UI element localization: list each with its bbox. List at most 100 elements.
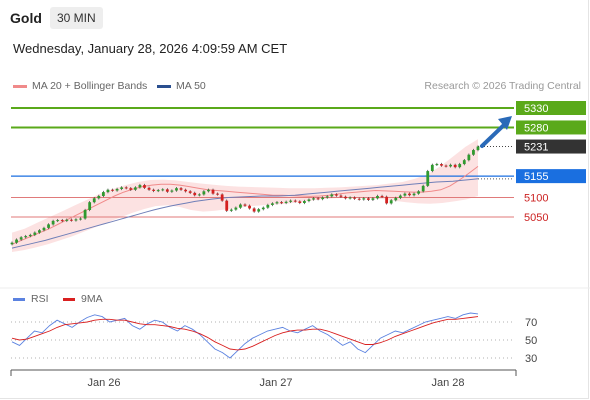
candle: [211, 189, 215, 194]
candle: [394, 197, 398, 201]
rsi-label: RSI: [31, 293, 49, 305]
ma50-swatch: [157, 84, 171, 88]
candle: [293, 200, 297, 202]
candle: [38, 230, 41, 233]
candle: [225, 200, 229, 211]
candle: [321, 197, 325, 200]
candle: [56, 220, 60, 222]
candle: [458, 164, 462, 168]
candle: [280, 202, 283, 204]
candle: [97, 195, 101, 199]
rsi-tick-label-30: 30: [525, 353, 537, 365]
candle: [462, 160, 466, 165]
timestamp: Wednesday, January 28, 2026 4:09:59 AM C…: [13, 41, 288, 56]
candle: [467, 154, 471, 161]
ma50-line: [11, 178, 479, 249]
candle: [472, 150, 475, 155]
candle: [302, 201, 306, 203]
candle: [229, 209, 233, 211]
candle: [449, 164, 452, 167]
x-tick-label: Jan 27: [259, 377, 292, 389]
candle: [60, 220, 64, 222]
candle: [207, 189, 210, 192]
x-tick-label: Jan 26: [87, 377, 120, 389]
candle: [197, 194, 201, 196]
candle: [111, 189, 114, 191]
rsi-tick-label-50: 50: [525, 335, 537, 347]
candle: [79, 218, 82, 220]
candle: [243, 204, 247, 206]
candle: [216, 193, 219, 195]
candle: [179, 188, 183, 190]
candle: [83, 209, 87, 219]
candle: [330, 194, 334, 197]
level-label-5155: 5155: [524, 171, 548, 183]
candle: [398, 195, 402, 198]
candle: [15, 239, 18, 243]
rsi-line: [11, 312, 479, 359]
legend-ma9: 9MA: [63, 293, 103, 305]
candle: [124, 187, 128, 189]
candle: [453, 164, 457, 168]
rsi-swatch: [13, 297, 25, 301]
candle: [261, 207, 265, 210]
ma9-label: 9MA: [81, 293, 103, 305]
candle: [138, 185, 142, 188]
level-tag-5231: [516, 139, 586, 154]
candle: [430, 164, 434, 172]
candle: [417, 191, 421, 194]
level-label-5100: 5100: [524, 193, 548, 205]
rsi-tick-label-70: 70: [525, 317, 537, 329]
bollinger-band-area: [12, 139, 478, 252]
candle: [366, 198, 370, 200]
candle: [42, 227, 46, 231]
candle: [307, 199, 311, 202]
candle: [476, 146, 480, 151]
candle: [289, 200, 293, 202]
candle: [362, 198, 366, 200]
candle: [348, 197, 352, 199]
timeframe-button[interactable]: 30 MIN: [50, 7, 103, 29]
candle: [339, 195, 343, 197]
candle: [120, 187, 124, 189]
ma50-label: MA 50: [176, 80, 206, 92]
candle: [24, 236, 28, 238]
candle: [234, 207, 238, 210]
credit-text: Research © 2026 Trading Central: [424, 80, 581, 92]
candle: [88, 202, 92, 210]
candle: [188, 191, 192, 193]
candle: [389, 200, 393, 204]
candle: [115, 188, 119, 191]
candle: [220, 194, 224, 201]
legend-ma50: MA 50: [157, 80, 206, 92]
ma20-label: MA 20 + Bollinger Bands: [32, 80, 148, 92]
level-tag-5280: [516, 120, 586, 135]
candle: [101, 192, 105, 196]
candle: [51, 220, 55, 225]
candle: [316, 198, 320, 200]
candle: [65, 219, 69, 221]
candle: [28, 234, 32, 237]
candle: [170, 190, 174, 192]
candle: [385, 196, 389, 204]
candle: [33, 232, 37, 235]
candle: [184, 189, 188, 192]
candle: [357, 198, 361, 200]
candle: [106, 189, 110, 193]
level-tag-5155: [516, 169, 586, 184]
level-label-5280: 5280: [524, 122, 548, 134]
candle: [10, 242, 14, 245]
candle: [143, 185, 146, 188]
candle: [202, 191, 206, 195]
candle: [353, 197, 357, 199]
candle: [156, 190, 160, 192]
instrument-title: Gold: [10, 10, 42, 26]
candle: [412, 193, 416, 196]
candle: [334, 194, 338, 196]
candle: [92, 198, 96, 203]
candle: [284, 201, 288, 203]
x-tick-label: Jan 28: [431, 377, 464, 389]
level-label-5050: 5050: [524, 212, 548, 224]
ma9-swatch: [63, 297, 75, 301]
